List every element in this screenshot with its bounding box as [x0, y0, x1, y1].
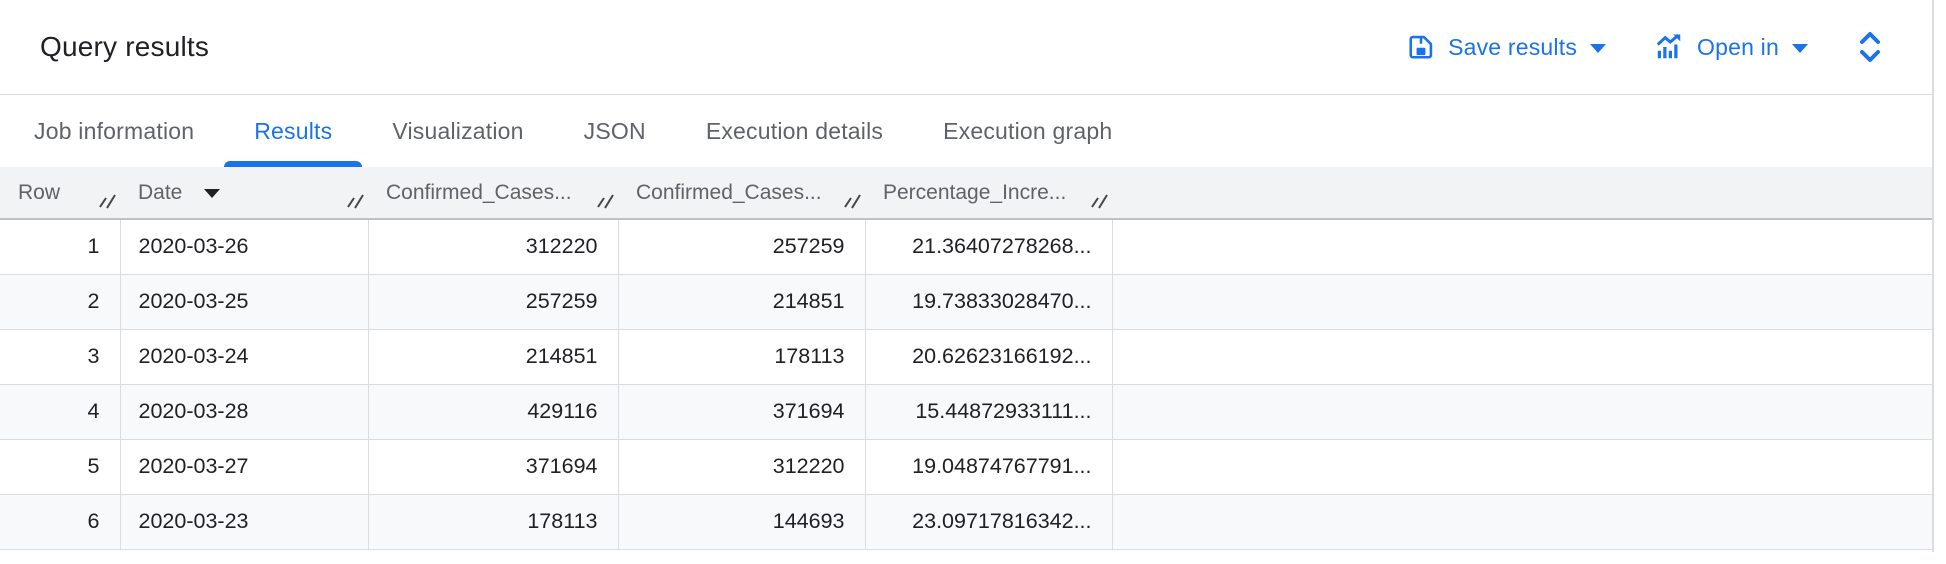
save-results-button[interactable]: Save results [1403, 27, 1610, 67]
cell-date: 2020-03-26 [120, 219, 369, 275]
cell-confirmed-cases-1: 312220 [368, 219, 619, 275]
cell-confirmed-cases-2: 178113 [618, 329, 866, 385]
column-header-row[interactable]: Row [0, 167, 120, 220]
cell-date: 2020-03-24 [120, 329, 369, 385]
cell-percentage-increase: 21.36407278268... [865, 219, 1113, 275]
cell-confirmed-cases-1: 257259 [368, 274, 619, 330]
results-table-header: Row Date [0, 167, 1932, 220]
cell-confirmed-cases-2: 214851 [618, 274, 866, 330]
table-row: 5 2020-03-27 371694 312220 19.0487476779… [0, 439, 1932, 495]
titlebar-actions: Save results Open in [1403, 22, 1888, 72]
cell-filler [1112, 384, 1932, 440]
chart-icon [1654, 32, 1684, 62]
save-icon [1407, 33, 1435, 61]
table-row: 2 2020-03-25 257259 214851 19.7383302847… [0, 274, 1932, 330]
results-table: Row Date [0, 167, 1932, 550]
column-label: Date [138, 180, 183, 204]
open-in-label: Open in [1697, 33, 1779, 60]
cell-filler [1112, 329, 1932, 385]
tab-results[interactable]: Results [224, 95, 363, 167]
cell-percentage-increase: 23.09717816342... [865, 494, 1113, 550]
cell-row-number: 3 [0, 329, 121, 385]
table-row: 4 2020-03-28 429116 371694 15.4487293311… [0, 384, 1932, 440]
expand-collapse-button[interactable] [1852, 22, 1888, 72]
column-header-confirmed-cases-1[interactable]: Confirmed_Cases... [368, 167, 618, 220]
column-resize-handle-icon[interactable] [345, 191, 367, 217]
tab-bar: Job information Results Visualization JS… [0, 95, 1932, 167]
cell-filler [1112, 494, 1932, 550]
titlebar: Query results Save results [0, 0, 1932, 95]
column-resize-handle-icon[interactable] [1089, 191, 1111, 217]
cell-confirmed-cases-1: 214851 [368, 329, 619, 385]
cell-row-number: 1 [0, 219, 121, 275]
column-label: Row [18, 180, 61, 204]
cell-row-number: 5 [0, 439, 121, 495]
tab-job-information[interactable]: Job information [4, 95, 224, 167]
sort-descending-icon [204, 189, 221, 198]
column-header-confirmed-cases-2[interactable]: Confirmed_Cases... [618, 167, 865, 220]
cell-date: 2020-03-25 [120, 274, 369, 330]
cell-confirmed-cases-2: 371694 [618, 384, 866, 440]
open-in-button[interactable]: Open in [1650, 26, 1812, 68]
cell-filler [1112, 439, 1932, 495]
cell-percentage-increase: 19.04874767791... [865, 439, 1113, 495]
tab-execution-graph[interactable]: Execution graph [913, 95, 1142, 167]
cell-confirmed-cases-2: 257259 [618, 219, 866, 275]
column-resize-handle-icon[interactable] [595, 191, 617, 217]
cell-date: 2020-03-23 [120, 494, 369, 550]
column-header-percentage-increase[interactable]: Percentage_Incre... [865, 167, 1112, 220]
cell-filler [1112, 274, 1932, 330]
cell-row-number: 4 [0, 384, 121, 440]
cell-confirmed-cases-1: 371694 [368, 439, 619, 495]
column-header-date[interactable]: Date [120, 167, 368, 220]
save-results-label: Save results [1448, 33, 1578, 60]
cell-percentage-increase: 19.73833028470... [865, 274, 1113, 330]
column-resize-handle-icon[interactable] [97, 191, 119, 217]
chevron-down-icon [1590, 44, 1607, 53]
table-row: 1 2020-03-26 312220 257259 21.3640727826… [0, 219, 1932, 275]
cell-confirmed-cases-1: 178113 [368, 494, 619, 550]
cell-percentage-increase: 20.62623166192... [865, 329, 1113, 385]
column-header-filler [1112, 167, 1932, 220]
cell-confirmed-cases-2: 144693 [618, 494, 866, 550]
cell-date: 2020-03-27 [120, 439, 369, 495]
cell-confirmed-cases-1: 429116 [368, 384, 619, 440]
column-label: Percentage_Incre... [883, 180, 1067, 204]
cell-row-number: 6 [0, 494, 121, 550]
column-resize-handle-icon[interactable] [842, 191, 864, 217]
column-label: Confirmed_Cases... [636, 180, 822, 204]
cell-confirmed-cases-2: 312220 [618, 439, 866, 495]
unfold-more-icon [1856, 26, 1884, 68]
column-label: Confirmed_Cases... [386, 180, 572, 204]
table-row: 6 2020-03-23 178113 144693 23.0971781634… [0, 494, 1932, 550]
query-results-panel: Query results Save results [0, 0, 1934, 552]
tab-execution-details[interactable]: Execution details [676, 95, 913, 167]
cell-row-number: 2 [0, 274, 121, 330]
tab-visualization[interactable]: Visualization [362, 95, 553, 167]
chevron-down-icon [1792, 44, 1808, 53]
page-title: Query results [40, 31, 210, 62]
table-row: 3 2020-03-24 214851 178113 20.6262316619… [0, 329, 1932, 385]
cell-percentage-increase: 15.44872933111... [865, 384, 1113, 440]
cell-filler [1112, 219, 1932, 275]
tab-json[interactable]: JSON [554, 95, 676, 167]
cell-date: 2020-03-28 [120, 384, 369, 440]
